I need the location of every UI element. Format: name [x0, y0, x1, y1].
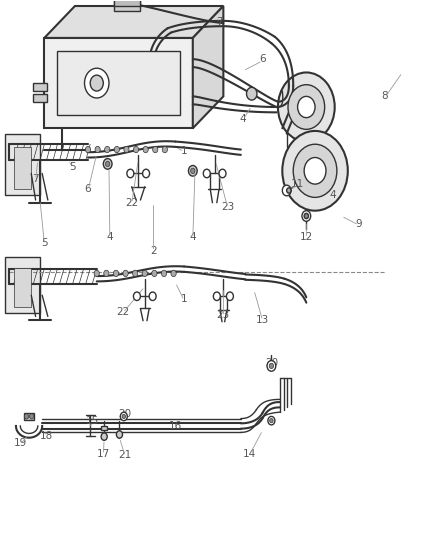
- Circle shape: [161, 270, 166, 277]
- Circle shape: [219, 169, 226, 177]
- Circle shape: [90, 75, 103, 91]
- Circle shape: [149, 292, 156, 301]
- Circle shape: [267, 361, 276, 371]
- Circle shape: [85, 147, 91, 153]
- Bar: [5, 257, 40, 313]
- Circle shape: [24, 414, 28, 419]
- Bar: [5, 134, 40, 195]
- Circle shape: [203, 169, 210, 177]
- Text: 4: 4: [106, 232, 113, 243]
- Circle shape: [85, 68, 109, 98]
- Circle shape: [293, 144, 337, 197]
- Circle shape: [191, 168, 195, 173]
- Circle shape: [103, 159, 112, 169]
- Text: 1: 1: [181, 146, 187, 156]
- Circle shape: [106, 161, 110, 166]
- Text: 4: 4: [329, 190, 336, 200]
- Text: 23: 23: [217, 310, 230, 320]
- Circle shape: [114, 147, 120, 153]
- Text: 12: 12: [300, 232, 313, 243]
- Circle shape: [171, 270, 176, 277]
- Bar: [57, 51, 180, 115]
- Text: 1: 1: [181, 294, 187, 304]
- Circle shape: [304, 158, 326, 184]
- Text: 7: 7: [215, 17, 223, 27]
- Bar: [14, 268, 31, 308]
- Text: 11: 11: [291, 179, 304, 189]
- Circle shape: [247, 87, 257, 100]
- Bar: [44, 38, 193, 128]
- Text: 6: 6: [259, 54, 266, 64]
- Circle shape: [278, 72, 335, 142]
- Text: 5: 5: [41, 238, 48, 247]
- Circle shape: [142, 270, 148, 277]
- Circle shape: [152, 147, 158, 153]
- Text: 6: 6: [85, 184, 92, 195]
- Circle shape: [188, 165, 197, 176]
- Bar: [24, 413, 34, 419]
- Circle shape: [297, 96, 315, 118]
- Text: 22: 22: [125, 198, 138, 208]
- Text: 9: 9: [355, 219, 362, 229]
- Circle shape: [104, 270, 109, 277]
- Circle shape: [283, 185, 291, 196]
- Circle shape: [270, 418, 273, 423]
- Circle shape: [304, 213, 308, 219]
- Circle shape: [133, 270, 138, 277]
- Bar: [114, 0, 141, 6]
- Circle shape: [143, 147, 148, 153]
- Circle shape: [117, 431, 123, 438]
- Text: 4: 4: [240, 114, 246, 124]
- Circle shape: [152, 270, 157, 277]
- Circle shape: [124, 147, 129, 153]
- Text: 18: 18: [40, 431, 53, 441]
- Text: 2: 2: [150, 246, 157, 255]
- Circle shape: [143, 169, 150, 177]
- Circle shape: [162, 147, 167, 153]
- Bar: [114, 0, 141, 11]
- Text: 8: 8: [381, 91, 388, 101]
- Circle shape: [134, 292, 141, 301]
- Circle shape: [105, 147, 110, 153]
- Circle shape: [94, 270, 99, 277]
- Text: 13: 13: [256, 314, 269, 325]
- Text: 14: 14: [243, 449, 256, 458]
- Text: 5: 5: [69, 161, 76, 172]
- Circle shape: [283, 131, 348, 211]
- Circle shape: [122, 414, 126, 418]
- Text: 21: 21: [119, 450, 132, 460]
- Circle shape: [287, 188, 291, 193]
- Polygon shape: [44, 6, 223, 38]
- Text: 7: 7: [32, 174, 39, 184]
- Circle shape: [29, 414, 34, 419]
- Circle shape: [134, 147, 139, 153]
- Text: 4: 4: [190, 232, 196, 243]
- Text: 20: 20: [119, 409, 132, 419]
- Text: 15: 15: [86, 416, 99, 426]
- Circle shape: [120, 412, 127, 421]
- Circle shape: [113, 270, 119, 277]
- Text: 17: 17: [97, 449, 110, 458]
- Circle shape: [127, 169, 134, 177]
- Bar: [14, 147, 31, 189]
- Circle shape: [302, 211, 311, 221]
- Circle shape: [123, 270, 128, 277]
- Polygon shape: [193, 6, 223, 128]
- Circle shape: [226, 292, 233, 301]
- Text: 16: 16: [169, 421, 182, 431]
- Text: 19: 19: [14, 438, 27, 448]
- Text: 22: 22: [117, 306, 130, 317]
- Bar: [101, 426, 107, 430]
- Text: 20: 20: [265, 358, 278, 368]
- Circle shape: [213, 292, 220, 301]
- Circle shape: [288, 85, 325, 130]
- Text: 23: 23: [221, 202, 234, 212]
- Circle shape: [95, 147, 100, 153]
- Circle shape: [268, 416, 275, 425]
- Circle shape: [101, 433, 107, 440]
- Circle shape: [269, 364, 274, 368]
- Bar: [33, 83, 46, 91]
- Bar: [33, 94, 46, 102]
